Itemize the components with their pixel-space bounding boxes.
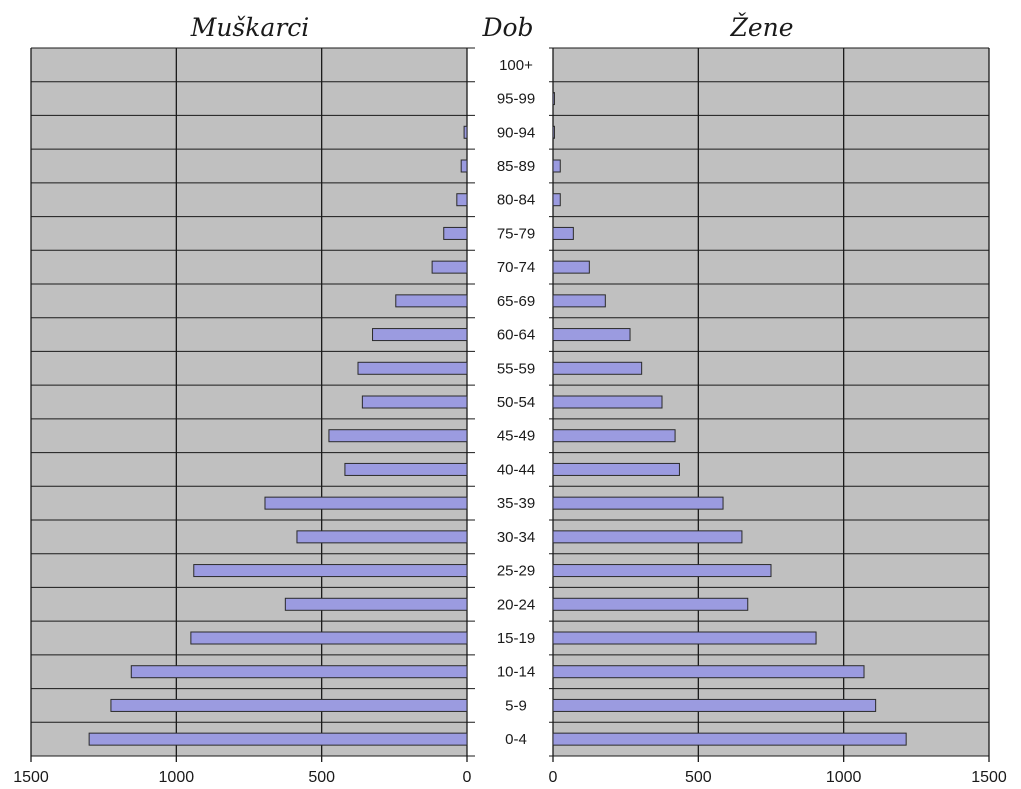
age-label: 95-99 bbox=[497, 91, 535, 108]
age-label: 45-49 bbox=[497, 428, 535, 445]
bar-men-5-9 bbox=[110, 698, 468, 712]
bar-women-60-64 bbox=[552, 328, 631, 342]
tick-left: 0 bbox=[463, 769, 472, 786]
bar-women-25-29 bbox=[552, 564, 772, 578]
bar-women-85-89 bbox=[552, 159, 561, 173]
age-label: 15-19 bbox=[497, 630, 535, 647]
bar-men-50-54 bbox=[361, 395, 468, 409]
age-label: 20-24 bbox=[497, 596, 535, 613]
bar-women-90-94 bbox=[552, 125, 555, 139]
bar-men-25-29 bbox=[193, 564, 468, 578]
bar-women-75-79 bbox=[552, 226, 574, 240]
age-label: 85-89 bbox=[497, 158, 535, 175]
tick-labels: 1500 1000 500 0 0 500 1000 1500 bbox=[13, 769, 1007, 786]
header-age: Dob bbox=[481, 13, 533, 42]
bar-women-0-4 bbox=[552, 732, 907, 746]
tick-right: 500 bbox=[685, 769, 712, 786]
age-label: 90-94 bbox=[497, 124, 535, 141]
bar-men-85-89 bbox=[460, 159, 468, 173]
age-label: 35-39 bbox=[497, 495, 535, 512]
bar-men-80-84 bbox=[456, 193, 468, 207]
bar-women-15-19 bbox=[552, 631, 817, 645]
bar-women-40-44 bbox=[552, 462, 680, 476]
bars bbox=[88, 92, 907, 746]
age-label: 30-34 bbox=[497, 529, 535, 546]
age-label: 5-9 bbox=[505, 697, 527, 714]
bar-men-40-44 bbox=[344, 462, 468, 476]
age-label: 25-29 bbox=[497, 563, 535, 580]
bar-men-30-34 bbox=[296, 530, 468, 544]
bar-men-15-19 bbox=[190, 631, 468, 645]
age-labels: 0-4 5-9 10-14 15-19 20-24 25-29 30-34 35-39 40-4… bbox=[497, 57, 535, 748]
bar-women-5-9 bbox=[552, 698, 877, 712]
bar-women-20-24 bbox=[552, 597, 749, 611]
bar-men-10-14 bbox=[130, 665, 468, 679]
bar-men-35-39 bbox=[264, 496, 468, 510]
bar-men-70-74 bbox=[431, 260, 468, 274]
bar-men-75-79 bbox=[443, 226, 468, 240]
age-label: 50-54 bbox=[497, 394, 535, 411]
age-label: 55-59 bbox=[497, 360, 535, 377]
bar-women-70-74 bbox=[552, 260, 590, 274]
bar-men-60-64 bbox=[372, 328, 468, 342]
age-label: 75-79 bbox=[497, 225, 535, 242]
bar-women-10-14 bbox=[552, 665, 865, 679]
tick-right: 1000 bbox=[826, 769, 862, 786]
age-label: 0-4 bbox=[505, 731, 527, 748]
tick-right: 0 bbox=[549, 769, 558, 786]
header-women: Žene bbox=[729, 13, 793, 42]
age-label: 40-44 bbox=[497, 461, 535, 478]
bar-men-55-59 bbox=[357, 361, 468, 375]
bar-men-45-49 bbox=[328, 429, 468, 443]
bar-women-55-59 bbox=[552, 361, 643, 375]
bar-women-95-99 bbox=[552, 92, 555, 106]
age-label: 80-84 bbox=[497, 192, 535, 209]
tick-left: 500 bbox=[308, 769, 335, 786]
bar-men-0-4 bbox=[88, 732, 468, 746]
bar-women-45-49 bbox=[552, 429, 676, 443]
bar-men-90-94 bbox=[463, 125, 468, 139]
age-label: 70-74 bbox=[497, 259, 535, 276]
bar-women-30-34 bbox=[552, 530, 743, 544]
tick-left: 1000 bbox=[159, 769, 195, 786]
bar-women-35-39 bbox=[552, 496, 724, 510]
age-label: 100+ bbox=[499, 57, 533, 74]
age-label: 65-69 bbox=[497, 293, 535, 310]
tick-right: 1500 bbox=[971, 769, 1007, 786]
bar-women-65-69 bbox=[552, 294, 606, 308]
tick-left: 1500 bbox=[13, 769, 49, 786]
bar-men-65-69 bbox=[395, 294, 468, 308]
bar-men-20-24 bbox=[284, 597, 468, 611]
age-label: 10-14 bbox=[497, 664, 535, 681]
bar-women-80-84 bbox=[552, 193, 561, 207]
age-label: 60-64 bbox=[497, 327, 535, 344]
bar-women-50-54 bbox=[552, 395, 663, 409]
header-men: Muškarci bbox=[190, 13, 310, 42]
